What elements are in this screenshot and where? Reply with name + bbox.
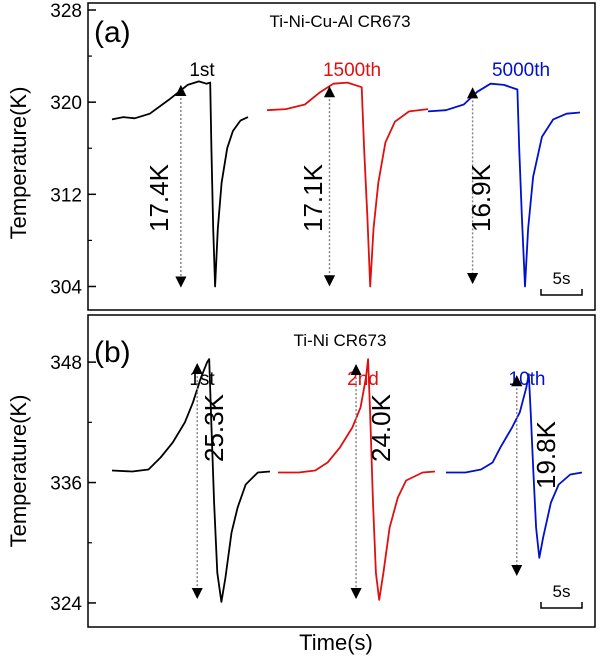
panel-frame [87,314,596,628]
series-line-2nd [278,358,436,601]
series-line-1500th [266,81,429,288]
series-label: 1500th [323,60,381,81]
y-axis-label: Temperature(K) [6,395,31,548]
series-line-10th [446,373,583,559]
panel-title: Ti-Ni CR673 [294,331,387,350]
panel-label: (a) [94,16,131,49]
scale-bar [540,602,583,609]
series-line-1st [111,358,271,603]
y-axis-label: Temperature(K) [6,87,31,240]
scale-bar [540,289,583,296]
amplitude-label: 25.3K [199,393,229,462]
panel-1: 324 336 348 Temperature(K) (b) Ti-Ni CR673 1st… [6,314,596,628]
panel-title: Ti-Ni-Cu-Al CR673 [269,12,410,31]
series-label: 5000th [492,60,550,81]
panel-0: 304 312 320 328 Temperature(K) (a) Ti-Ni-Cu-Al… [6,1,596,311]
amplitude-label: 16.9K [466,163,496,232]
scale-bar-label: 5s [553,269,571,288]
series-label: 1st [189,369,215,390]
scale-bar-label: 5s [553,582,571,601]
y-tick-label: 304 [50,277,82,298]
y-tick-label: 312 [50,185,82,206]
panel-frame [87,2,596,311]
amplitude-label: 19.8K [531,420,561,489]
amplitude-label: 17.4K [144,163,174,232]
y-tick-label: 348 [50,353,82,374]
series-label: 1st [189,60,215,81]
series-line-5000th [427,82,581,288]
series-label: 10th [509,369,546,390]
amplitude-label: 17.1K [298,163,328,232]
series-line-1st [111,80,249,288]
y-tick-label: 324 [50,594,82,615]
y-tick-label: 328 [50,1,82,22]
y-tick-label: 336 [50,474,82,495]
x-axis-label: Time(s) [299,630,373,655]
y-tick-label: 320 [50,93,82,114]
series-label: 2nd [347,369,379,390]
amplitude-label: 24.0K [366,393,396,462]
panel-label: (b) [94,336,131,369]
